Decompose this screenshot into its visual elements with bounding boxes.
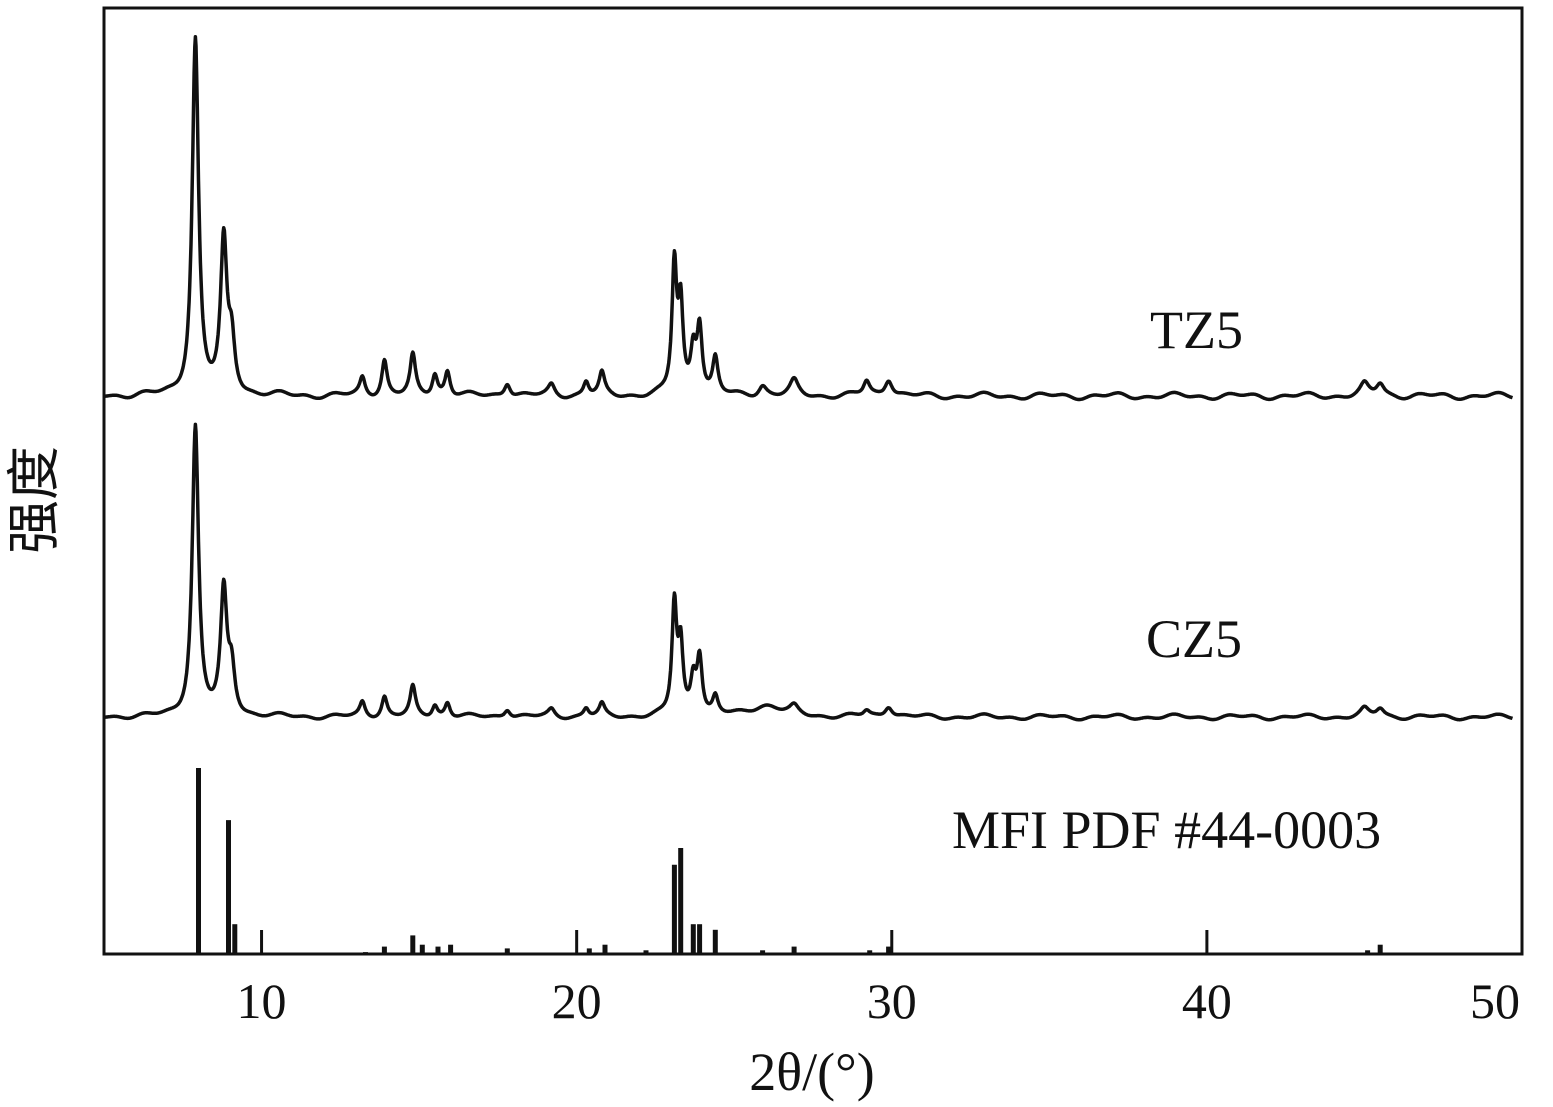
x-ticks-layer: 10 20 30 40 50 — [237, 930, 1524, 1029]
x-axis-label: 2θ/(°) — [749, 1042, 874, 1102]
series-line-tz5 — [102, 35, 1514, 402]
series-label-tz5: TZ5 — [1150, 300, 1243, 360]
x-tick-label-50: 50 — [1470, 973, 1520, 1029]
y-axis-label: 强度 — [4, 446, 64, 554]
x-tick-label-10: 10 — [237, 973, 287, 1029]
series-line-cz5 — [102, 422, 1514, 722]
x-tick-label-30: 30 — [867, 973, 917, 1029]
patterns-layer — [102, 35, 1514, 954]
x-tick-label-20: 20 — [552, 973, 602, 1029]
series-label-cz5: CZ5 — [1146, 609, 1242, 669]
plot-frame — [102, 6, 1524, 956]
x-tick-label-40: 40 — [1182, 973, 1232, 1029]
series-label-mfi-reference: MFI PDF #44-0003 — [952, 800, 1381, 860]
